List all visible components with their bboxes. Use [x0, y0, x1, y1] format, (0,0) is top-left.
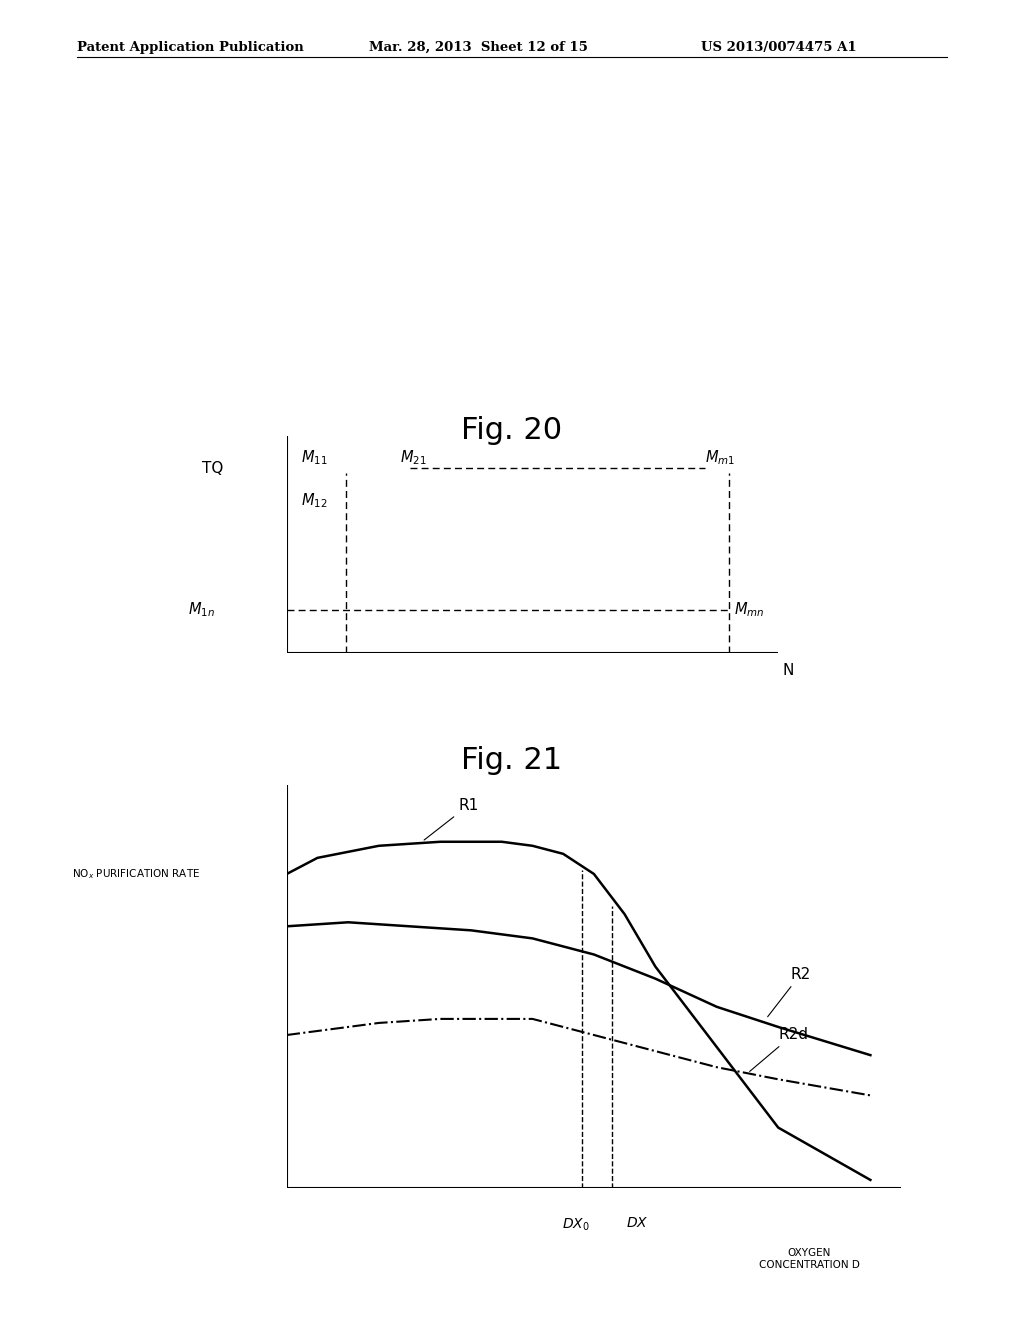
Text: $M_{mn}$: $M_{mn}$: [734, 601, 764, 619]
Text: $M_{11}$: $M_{11}$: [301, 447, 328, 467]
Text: $M_{12}$: $M_{12}$: [301, 491, 328, 511]
Text: Fig. 21: Fig. 21: [462, 746, 562, 775]
Text: TQ: TQ: [203, 461, 223, 475]
Text: OXYGEN
CONCENTRATION D: OXYGEN CONCENTRATION D: [759, 1249, 859, 1270]
Text: N: N: [782, 664, 794, 678]
Text: Fig. 20: Fig. 20: [462, 416, 562, 445]
Text: R2d: R2d: [750, 1027, 808, 1072]
Text: $DX_0$: $DX_0$: [561, 1216, 590, 1233]
Text: NO$_x$ PURIFICATION RATE: NO$_x$ PURIFICATION RATE: [72, 867, 200, 880]
Text: Mar. 28, 2013  Sheet 12 of 15: Mar. 28, 2013 Sheet 12 of 15: [369, 41, 588, 54]
Text: $M_{m1}$: $M_{m1}$: [705, 447, 734, 467]
Text: $DX$: $DX$: [626, 1216, 648, 1230]
Text: R2: R2: [768, 966, 811, 1016]
Text: Patent Application Publication: Patent Application Publication: [77, 41, 303, 54]
Text: $M_{21}$: $M_{21}$: [399, 447, 426, 467]
Text: $M_{1n}$: $M_{1n}$: [188, 601, 215, 619]
Text: R1: R1: [424, 797, 479, 840]
Text: US 2013/0074475 A1: US 2013/0074475 A1: [701, 41, 857, 54]
